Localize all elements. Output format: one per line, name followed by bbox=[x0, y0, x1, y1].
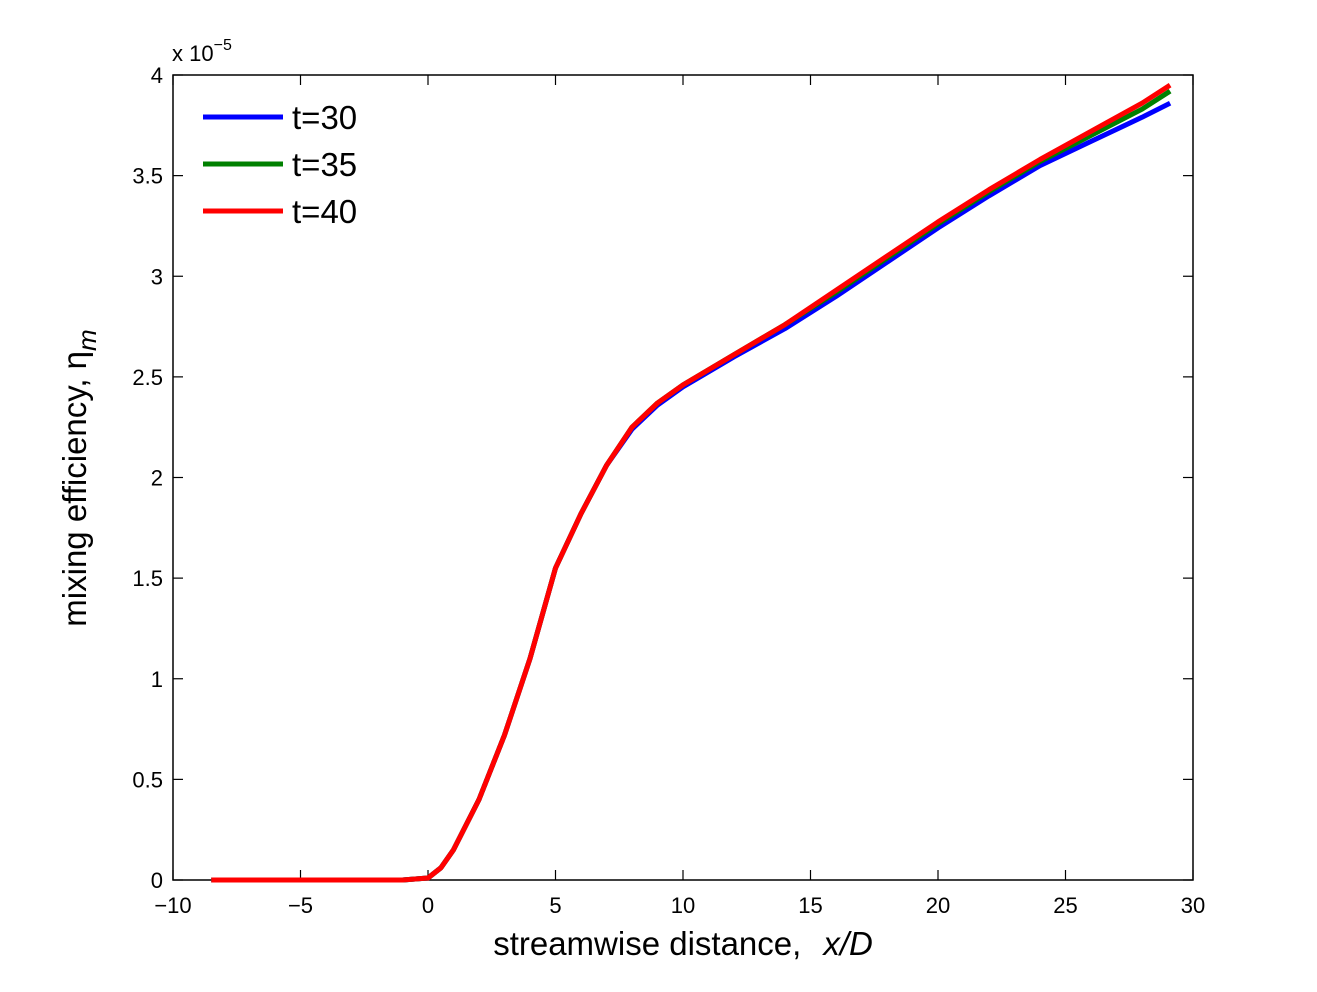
y-tick-label: 2.5 bbox=[132, 365, 163, 390]
legend: t=30 t=35 t=40 bbox=[203, 99, 357, 230]
x-tick-label: 15 bbox=[798, 893, 822, 918]
x-tick-label: 0 bbox=[422, 893, 434, 918]
y-tick-label: 0 bbox=[151, 868, 163, 893]
x-axis-label-variable: x/D bbox=[821, 925, 873, 962]
y-tick-label: 2 bbox=[151, 466, 163, 491]
y-exponent-base: x 10 bbox=[172, 41, 214, 66]
series-lines bbox=[211, 82, 1172, 883]
y-axis-exponent: x 10−5 bbox=[172, 37, 232, 66]
x-tick-label: 20 bbox=[926, 893, 950, 918]
legend-label: t=35 bbox=[292, 146, 357, 183]
y-tick-label: 1.5 bbox=[132, 566, 163, 591]
y-tick-label: 0.5 bbox=[132, 767, 163, 792]
x-axis-label: streamwise distance, x/D bbox=[493, 925, 873, 962]
legend-label: t=30 bbox=[292, 99, 357, 136]
axes: −10 −5 0 5 10 15 20 25 30 0 0.5 1 1.5 2 2.5 3 3.5 4 bbox=[132, 63, 1205, 918]
x-tick-label: −5 bbox=[288, 893, 313, 918]
y-axis-label: mixing efficiency, ηm bbox=[56, 329, 102, 626]
legend-label: t=40 bbox=[292, 193, 357, 230]
x-axis-label-prefix: streamwise distance, bbox=[493, 925, 801, 962]
y-tick-label: 3.5 bbox=[132, 164, 163, 189]
x-tick-label: 25 bbox=[1053, 893, 1077, 918]
y-axis-label-subscript: m bbox=[72, 329, 102, 351]
y-tick-label: 1 bbox=[151, 667, 163, 692]
y-exponent-power: −5 bbox=[214, 37, 232, 54]
y-tick-label: 3 bbox=[151, 264, 163, 289]
y-axis-label-prefix: mixing efficiency, η bbox=[56, 351, 93, 627]
x-tick-label: 5 bbox=[549, 893, 561, 918]
series-line-t-40 bbox=[211, 82, 1172, 883]
x-tick-label: −10 bbox=[154, 893, 191, 918]
y-tick-label: 4 bbox=[151, 63, 163, 88]
x-tick-label: 10 bbox=[671, 893, 695, 918]
x-tick-label: 30 bbox=[1181, 893, 1205, 918]
